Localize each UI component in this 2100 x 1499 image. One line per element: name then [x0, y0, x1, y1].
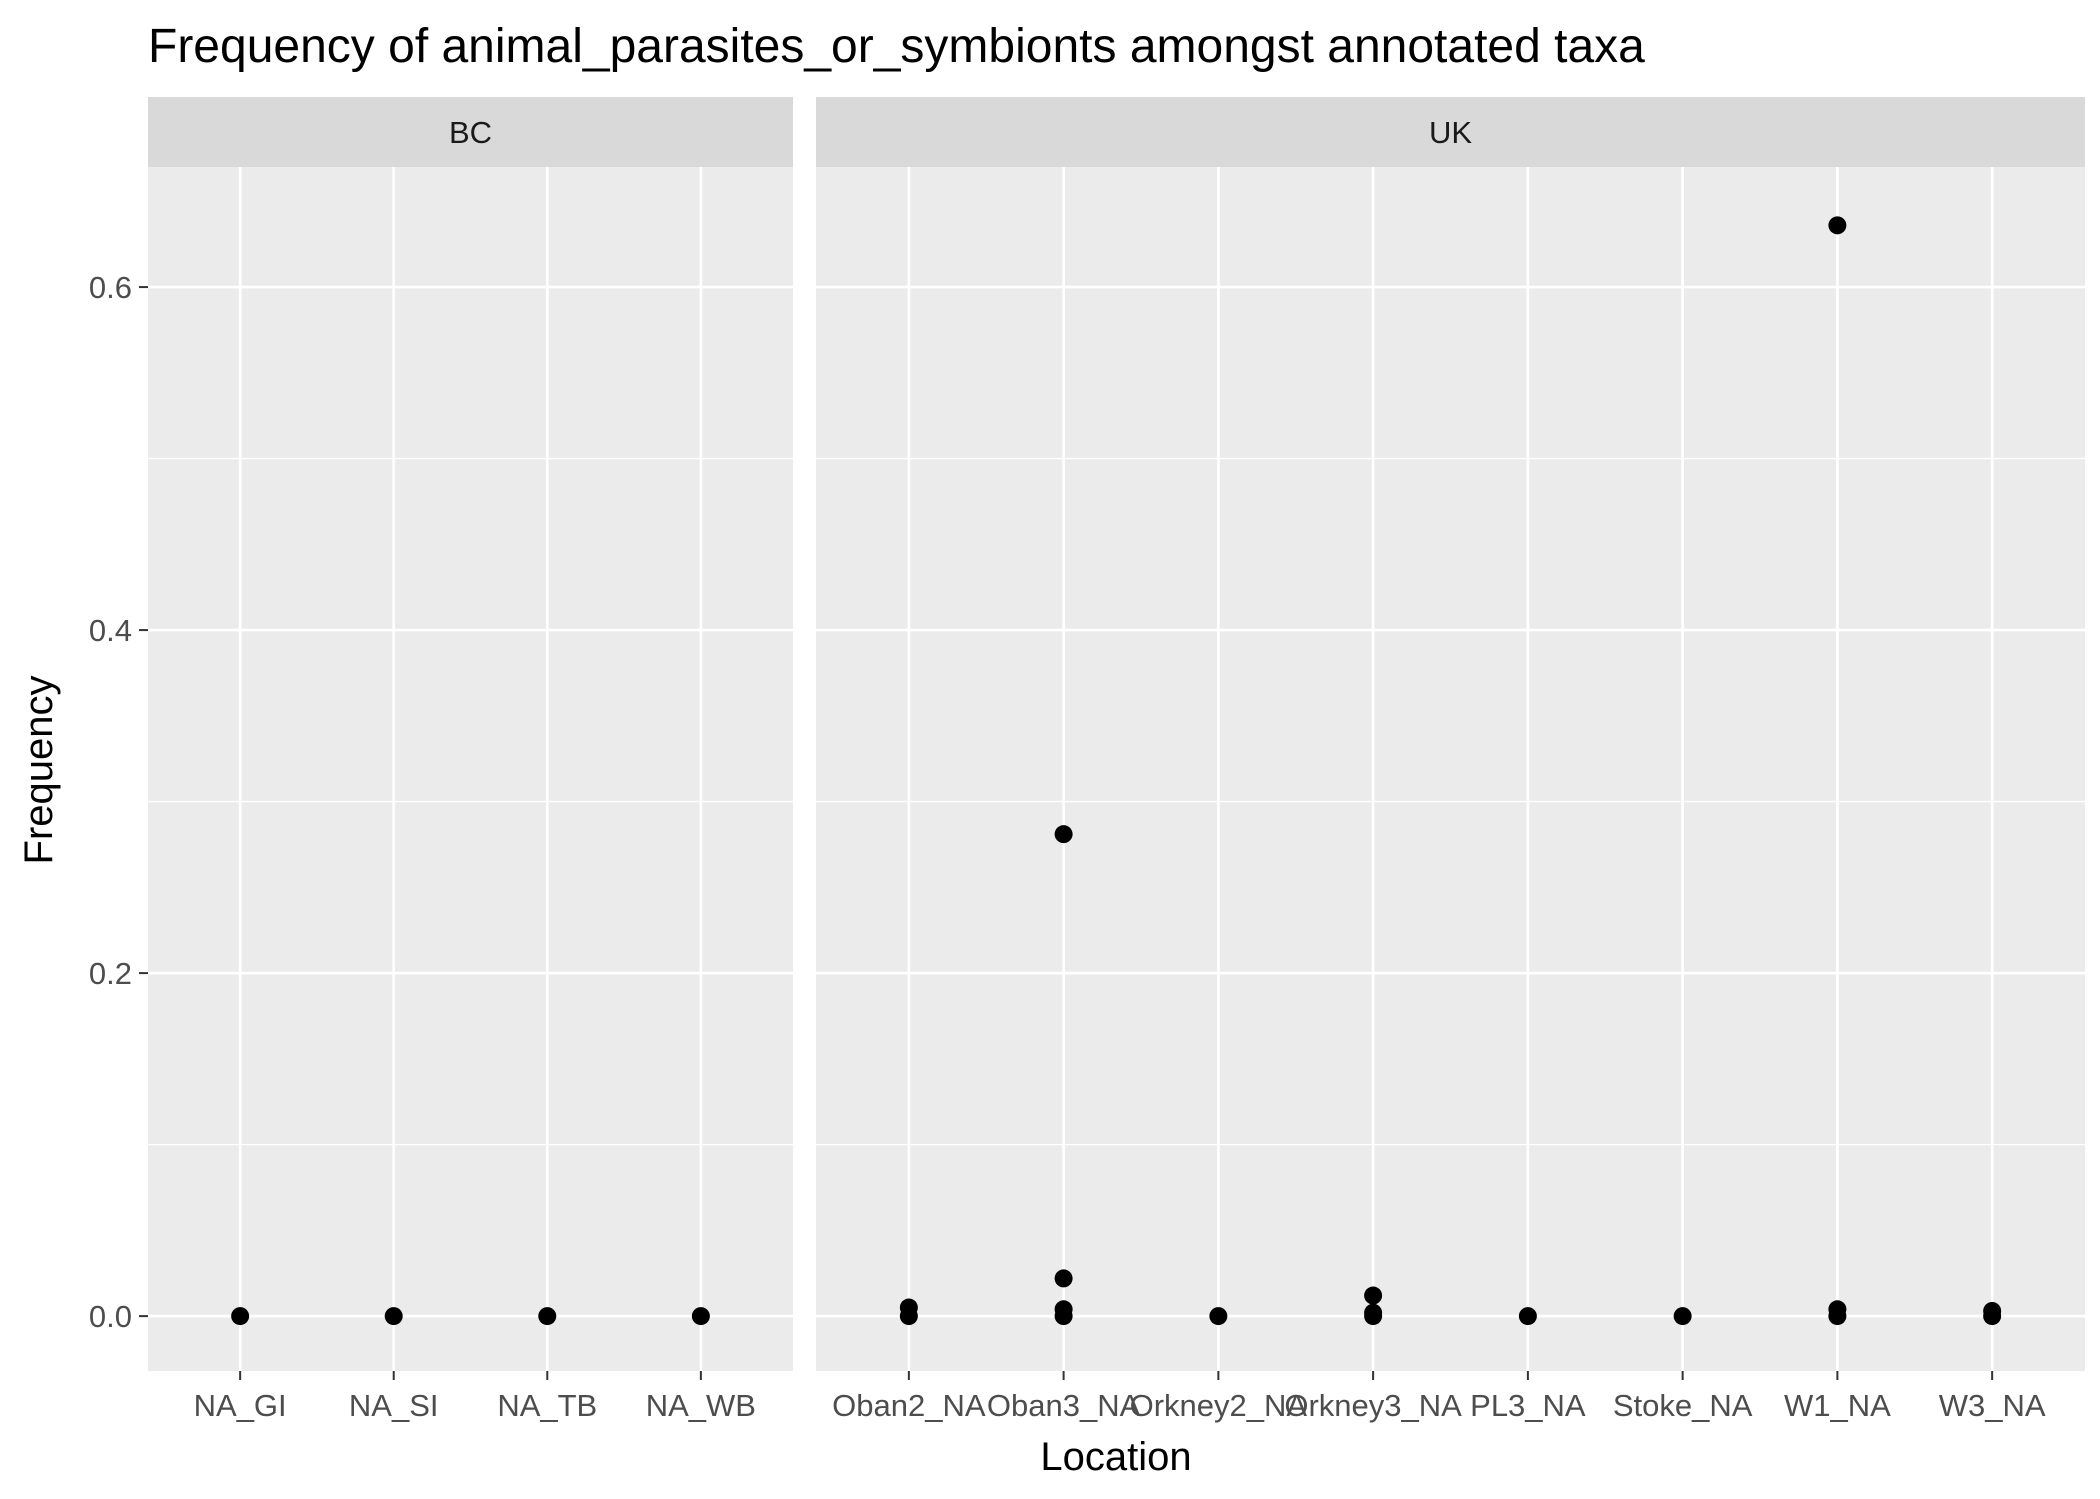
x-tick-label: W1_NA: [1784, 1388, 1891, 1423]
data-point: [1054, 1269, 1073, 1288]
x-tick-label: NA_GI: [194, 1388, 287, 1423]
y-tick-label: 0.0: [89, 1299, 132, 1334]
x-tick-label: PL3_NA: [1470, 1388, 1586, 1423]
panel-background: [816, 167, 2085, 1371]
x-tick-label: Oban3_NA: [987, 1388, 1141, 1423]
x-tick-label: NA_TB: [497, 1388, 597, 1423]
facet-strip-label: UK: [1429, 115, 1472, 150]
data-point: [1983, 1301, 2002, 1320]
facet-panel-bc: BC NA_GI NA_SI NA_TB NA_WB: [148, 97, 793, 1423]
y-tick-label: 0.4: [89, 613, 132, 648]
data-point: [1054, 1300, 1073, 1319]
data-point: [1209, 1307, 1228, 1326]
data-point: [1828, 216, 1847, 235]
facet-panels: BC NA_GI NA_SI NA_TB NA_WB UK Oban2_NA Oban3_NA…: [148, 97, 2085, 1423]
y-axis-title: Frequency: [17, 676, 61, 865]
x-tick-label: Oban2_NA: [832, 1388, 986, 1423]
x-axis-title: Location: [1040, 1435, 1191, 1479]
data-point: [1054, 825, 1073, 844]
data-point: [538, 1307, 557, 1326]
facet-strip: [816, 97, 2085, 167]
chart-title: Frequency of animal_parasites_or_symbion…: [148, 20, 1645, 73]
x-tick-label: Orkney2_NA: [1130, 1388, 1308, 1423]
x-tick-label: NA_WB: [646, 1388, 756, 1423]
y-axis: 0.0 0.2 0.4 0.6: [89, 270, 148, 1334]
x-tick-label: W3_NA: [1939, 1388, 2046, 1423]
data-point: [384, 1307, 403, 1326]
data-point: [691, 1307, 710, 1326]
data-point: [1364, 1303, 1383, 1322]
y-tick-label: 0.6: [89, 270, 132, 305]
facet-strip-label: BC: [449, 115, 492, 150]
data-point: [231, 1307, 250, 1326]
data-point: [899, 1298, 918, 1317]
data-point: [1828, 1300, 1847, 1319]
y-tick-label: 0.2: [89, 956, 132, 991]
data-point: [1673, 1307, 1692, 1326]
x-tick-label: Orkney3_NA: [1284, 1388, 1462, 1423]
data-point: [1518, 1307, 1537, 1326]
data-point: [1364, 1286, 1383, 1305]
x-tick-label: NA_SI: [349, 1388, 439, 1423]
facet-strip: [148, 97, 793, 167]
panel-background: [148, 167, 793, 1371]
x-tick-label: Stoke_NA: [1613, 1388, 1753, 1423]
